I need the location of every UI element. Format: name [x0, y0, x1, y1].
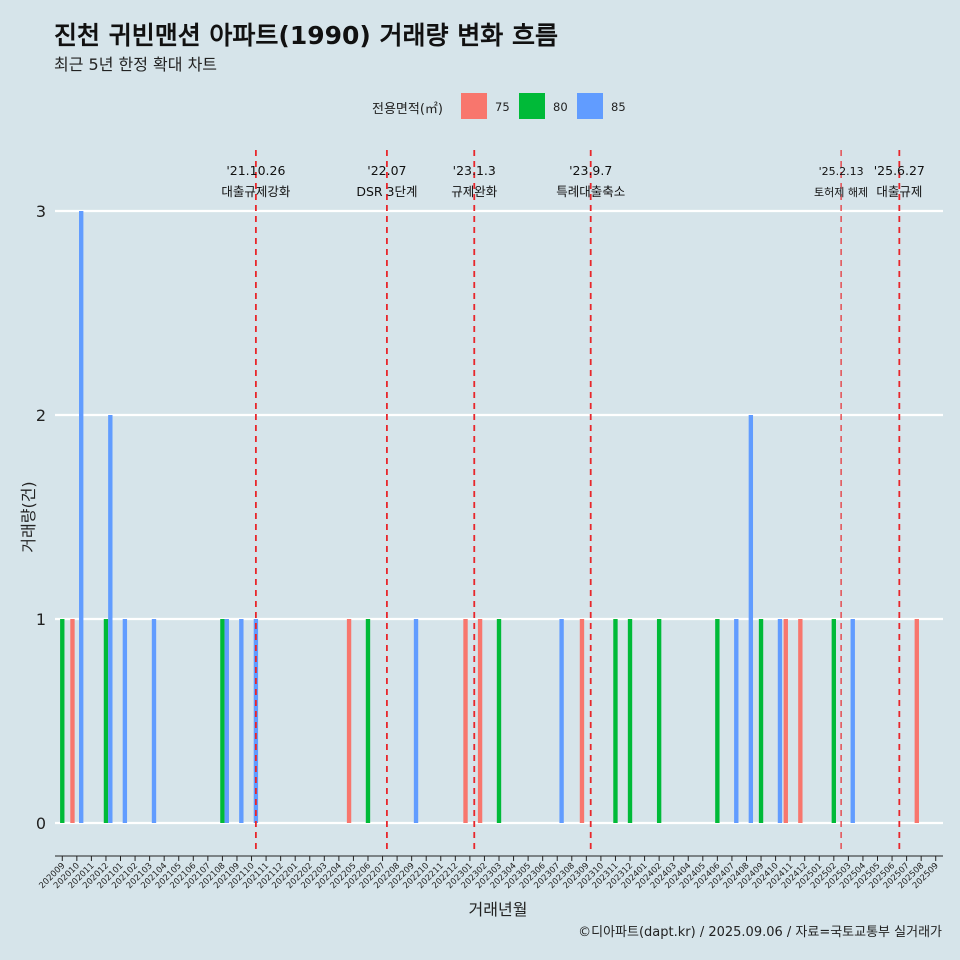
event-date: '23.1.3 [453, 163, 496, 178]
bar-75-202302 [477, 619, 483, 823]
bar-85-202307 [559, 619, 564, 823]
event-date: '23.9.7 [569, 163, 612, 178]
bar-85-202110 [253, 619, 259, 823]
bar-75-202301 [463, 619, 468, 823]
event-date: '25.6.27 [874, 163, 925, 178]
bar-75-202309 [579, 619, 585, 823]
bar-75-202411 [783, 619, 788, 823]
bar-75-202412 [798, 619, 803, 823]
bar-80-202312 [627, 619, 633, 823]
y-tick-label: 0 [36, 814, 46, 833]
bar-75-202508 [914, 619, 919, 823]
bar-85-202101 [122, 619, 128, 823]
event-label: 토허제 해제 [814, 185, 868, 199]
bar-80-202409 [758, 619, 764, 823]
event-label: 특례대출축소 [556, 184, 625, 199]
event-label: 대출규제강화 [221, 184, 291, 199]
legend: 전용면적(㎡) 75 80 85 [372, 93, 626, 119]
bar-75-202010 [70, 619, 75, 823]
event-label: 대출규제 [876, 184, 922, 199]
y-axis-label: 거래량(건) [19, 481, 38, 552]
legend-title: 전용면적(㎡) [372, 102, 443, 117]
bar-85-202109 [239, 619, 244, 823]
bar-85-202108 [224, 619, 229, 823]
bar-85-202408 [748, 415, 754, 823]
event-date: '21.10.26 [226, 163, 285, 178]
bar-80-202012 [103, 619, 109, 823]
bar-80-202009 [60, 619, 65, 823]
event-label: 규제완화 [451, 184, 498, 199]
y-tick-label: 2 [36, 406, 46, 425]
chart-title: 진천 귀빈맨션 아파트(1990) 거래량 변화 흐름 [54, 21, 558, 50]
legend-swatch-75 [461, 93, 487, 119]
legend-label-75: 75 [495, 100, 510, 114]
legend-label-85: 85 [611, 100, 626, 114]
bar-85-202010 [79, 211, 84, 823]
chart-subtitle: 최근 5년 한정 확대 차트 [54, 55, 217, 74]
bar-85-202407 [734, 619, 739, 823]
bar-75-202205 [346, 619, 352, 823]
event-label: DSR 3단계 [356, 184, 417, 199]
bar-85-202103 [151, 619, 157, 823]
y-tick-label: 3 [36, 202, 46, 221]
bar-80-202303 [496, 619, 502, 823]
event-date: '25.2.13 [819, 165, 864, 178]
bar-80-202406 [715, 619, 720, 823]
bar-80-202311 [613, 619, 618, 823]
chart-caption: ©디아파트(dapt.kr) / 2025.09.06 / 자료=국토교통부 실… [578, 925, 942, 940]
y-tick-label: 1 [36, 610, 46, 629]
legend-swatch-80 [519, 93, 545, 119]
x-axis-label: 거래년월 [469, 900, 528, 919]
legend-swatch-85 [577, 93, 603, 119]
bar-85-202410 [777, 619, 783, 823]
bar-80-202402 [656, 619, 662, 823]
bar-80-202108 [220, 619, 225, 823]
bar-80-202206 [365, 619, 371, 823]
bar-80-202502 [831, 619, 837, 823]
legend-label-80: 80 [553, 100, 568, 114]
event-date: '22.07 [367, 163, 406, 178]
bar-85-202209 [413, 619, 419, 823]
bar-85-202503 [850, 619, 855, 823]
bar-85-202012 [108, 415, 113, 823]
